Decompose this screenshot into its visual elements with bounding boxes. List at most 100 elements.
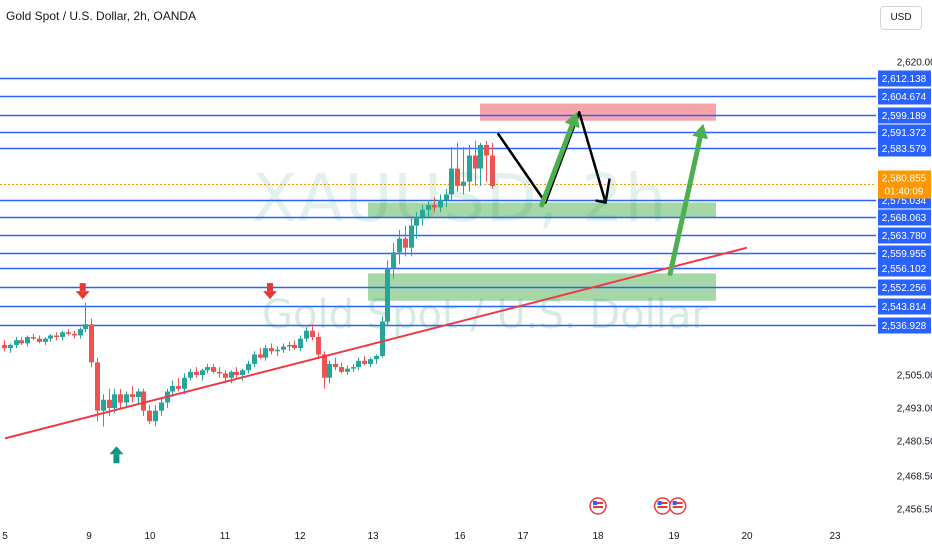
candle-down [432,204,437,208]
candle-down [95,362,100,411]
candle-down [316,337,321,355]
candle-down [455,168,460,186]
current-price-badge [878,170,931,199]
level-label: 2,556.102 [882,264,927,275]
candle-down [54,335,59,338]
candle-down [484,144,489,156]
level-label: 2,591.372 [882,128,927,139]
time-tick-label: 5 [2,531,8,542]
level-badge [878,107,931,124]
up-arrow-shaft [113,454,120,464]
candle-up [188,371,193,378]
projection-arrow-shaft [667,135,703,276]
level-badge [878,209,931,226]
candle-up [200,370,205,375]
candle-down [141,391,146,411]
candle-up [287,344,292,347]
candle-up [136,391,141,397]
candle-up [8,344,13,349]
level-label: 2,583.579 [882,144,927,155]
zone-resistance-0 [480,103,716,121]
levels-layer [0,77,876,327]
candle-up [327,363,332,378]
candle-up [397,238,402,253]
down-arrow-head [75,291,90,300]
candle-down [322,354,327,378]
candle-up [48,335,53,339]
level-label: 2,612.138 [882,74,927,85]
candle-up [351,367,356,369]
candle-up [275,349,280,352]
candle-up [182,377,187,389]
time-axis[interactable]: 5 9 10 11 12 13 16 17 18 19 20 23 [2,531,841,542]
level-label: 2,536.928 [882,321,927,332]
candle-up [78,329,83,336]
price-tick-label: 2,493.000 [897,404,932,415]
markers-layer [75,283,687,515]
candle-down [72,333,77,336]
candle-down [403,238,408,248]
us-flag-canton [657,501,662,505]
candle-down [339,367,344,372]
candle-down [118,394,123,403]
level-label: 2,559.955 [882,249,927,260]
us-flag-stripe [672,506,683,508]
candle-up [153,410,158,422]
us-flag-stripe [593,506,603,508]
price-tick-label: 2,620.000 [897,58,932,69]
candle-up [461,181,466,186]
candle-up [252,354,257,364]
level-label: 2,604.674 [882,92,927,103]
candle-up [368,359,373,364]
candle-down [333,363,338,368]
candle-up [159,402,164,411]
candle-up [444,194,449,201]
current-price-value: 2,580.855 [882,174,927,185]
candle-up [391,252,396,269]
level-badge [878,70,931,87]
candle-up [414,217,419,226]
time-tick-label: 12 [294,531,306,542]
level-badge [878,260,931,277]
us-flag-canton [672,501,677,505]
candle-down [19,340,24,344]
candle-down [147,410,152,422]
candle-up [25,337,30,344]
candle-down [66,332,71,334]
candle-up [380,321,385,357]
candle-down [37,338,42,342]
level-badge [878,88,931,105]
candle-up [60,332,65,338]
candle-down [217,371,222,374]
time-tick-label: 9 [86,531,92,542]
description-watermark: Gold Spot / U.S. Dollar [262,292,708,338]
us-flag-stripe [657,506,668,508]
drawings-layer [4,110,748,440]
price-tick-label: 2,505.000 [897,371,932,382]
zones-layer [368,103,716,301]
price-tick-label: 2,456.500 [897,505,932,516]
countdown-timer: 01:40:09 [885,187,924,198]
candle-up [409,225,414,248]
candle-up [43,338,48,342]
candle-up [420,209,425,218]
candle-down [362,360,367,364]
candle-up [385,268,390,322]
candle-down [234,371,239,375]
candle-down [258,354,263,358]
currency-button[interactable]: USD [880,6,922,30]
candle-down [223,373,228,378]
candle-up [240,370,245,375]
time-tick-label: 23 [829,531,841,542]
candle-up [246,363,251,371]
candle-down [176,386,181,389]
price-tick-label: 2,480.500 [897,437,932,448]
level-label: 2,568.063 [882,213,927,224]
price-axis[interactable]: 2,612.138 2,604.674 2,599.189 2,591.372 2,58… [878,58,932,516]
level-label: 2,563.780 [882,231,927,242]
level-label: 2,575.034 [882,196,927,207]
zone-support-1 [368,202,716,218]
level-label: 2,543.814 [882,302,927,313]
level-label: 2,599.189 [882,111,927,122]
